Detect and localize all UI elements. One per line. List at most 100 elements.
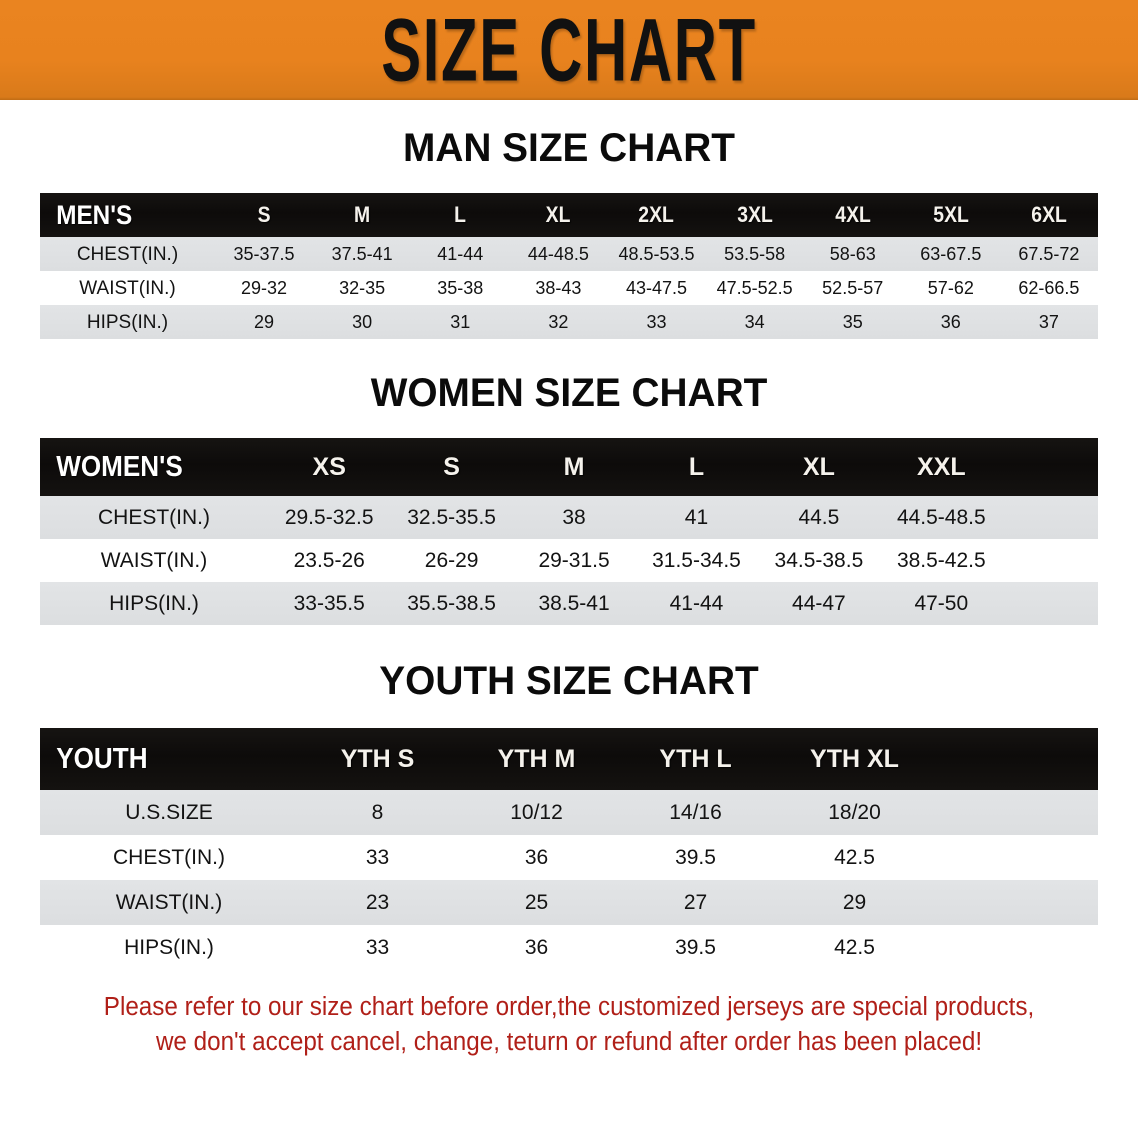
men-size-table: MEN'S S M L XL 2XL 3XL 4XL 5XL 6XL CHEST(IN.) 35-… (40, 193, 1098, 339)
row-label: WAIST(IN.) (79, 277, 176, 299)
table-cell: 23.5-26 (293, 549, 365, 572)
table-cell: 29.5-32.5 (284, 506, 374, 529)
table-cell: 38 (562, 506, 586, 529)
table-cell: 37.5-41 (331, 244, 393, 264)
table-cell: 35-38 (437, 278, 484, 298)
table-cell: 43-47.5 (625, 278, 688, 298)
table-cell: 42.5 (834, 936, 875, 959)
table-cell: 57-62 (927, 278, 974, 298)
row-values: 23.5-26 26-29 29-31.5 31.5-34.5 34.5-38.5 38.… (268, 550, 1098, 571)
size-column-header: XL (546, 202, 571, 227)
table-row: HIPS(IN.) 33-35.5 35.5-38.5 38.5-41 41-44 44-… (40, 582, 1098, 625)
row-label: CHEST(IN.) (113, 846, 225, 869)
table-cell: 27 (683, 891, 708, 914)
table-cell: 8 (371, 801, 384, 824)
size-column-header: M (563, 452, 585, 481)
row-values: 33-35.5 35.5-38.5 38.5-41 41-44 44-47 47-50 (268, 593, 1098, 614)
women-size-table: WOMEN'S XS S M L XL XXL CHEST(IN.) 29.5-32.5 32… (40, 438, 1098, 625)
row-values: 29-32 32-35 35-38 38-43 43-47.5 47.5-52.5 52.5… (215, 279, 1098, 297)
order-disclaimer: Please refer to our size chart before or… (61, 990, 1078, 1060)
table-cell: 44.5-48.5 (896, 506, 986, 529)
men-table-body: CHEST(IN.) 35-37.5 37.5-41 41-44 44-48.5 48.5… (40, 237, 1098, 339)
row-values: 23 25 27 29 (298, 892, 1098, 913)
row-label: U.S.SIZE (125, 801, 213, 824)
section-title-women: WOMEN SIZE CHART (370, 371, 768, 415)
size-column-header: XXL (917, 452, 966, 481)
row-label: HIPS(IN.) (86, 311, 169, 333)
row-label: CHEST(IN.) (76, 243, 179, 265)
size-column-header: XS (312, 452, 346, 481)
table-cell: 18/20 (828, 801, 881, 824)
size-column-header: L (454, 202, 467, 227)
size-column-header: XL (802, 452, 835, 481)
table-cell: 53.5-58 (724, 244, 786, 264)
table-cell: 31 (450, 312, 471, 332)
row-values: 8 10/12 14/16 18/20 (298, 802, 1098, 823)
men-size-columns: S M L XL 2XL 3XL 4XL 5XL 6XL (215, 204, 1098, 226)
table-cell: 33-35.5 (293, 592, 365, 615)
size-column-header: 6XL (1031, 202, 1067, 227)
table-row: U.S.SIZE 8 10/12 14/16 18/20 (40, 790, 1098, 835)
row-values: 29.5-32.5 32.5-35.5 38 41 44.5 44.5-48.5 (268, 507, 1098, 528)
table-cell: 41 (684, 506, 709, 529)
row-values: 35-37.5 37.5-41 41-44 44-48.5 48.5-53.5 53.5-… (215, 245, 1098, 263)
table-row: CHEST(IN.) 29.5-32.5 32.5-35.5 38 41 44.5 44.5… (40, 496, 1098, 539)
row-label: WAIST(IN.) (100, 549, 208, 572)
table-cell: 14/16 (669, 801, 722, 824)
table-cell: 29-31.5 (538, 549, 610, 572)
women-table-header-row: WOMEN'S XS S M L XL XXL (40, 438, 1098, 496)
banner-title: SIZE CHART (381, 0, 757, 100)
table-cell: 32.5-35.5 (407, 506, 496, 529)
table-row: WAIST(IN.) 29-32 32-35 35-38 38-43 43-47.5 47.… (40, 271, 1098, 305)
table-row: WAIST(IN.) 23 25 27 29 (40, 880, 1098, 925)
table-cell: 44-47 (792, 592, 846, 615)
table-cell: 58-63 (829, 244, 876, 264)
disclaimer-line-1: Please refer to our size chart before or… (103, 993, 1035, 1021)
table-cell: 30 (352, 312, 373, 332)
table-cell: 38-43 (535, 278, 582, 298)
table-cell: 47-50 (914, 592, 969, 615)
row-label: HIPS(IN.) (124, 936, 214, 959)
table-cell: 29 (254, 312, 275, 332)
table-cell: 33 (646, 312, 667, 332)
table-cell: 67.5-72 (1018, 244, 1080, 264)
table-cell: 44-48.5 (527, 244, 589, 264)
youth-table-body: U.S.SIZE 8 10/12 14/16 18/20 CHEST(IN.) 33 36 39… (40, 790, 1098, 970)
table-cell: 35-37.5 (233, 244, 295, 264)
table-cell: 38.5-41 (538, 592, 610, 615)
table-row: CHEST(IN.) 35-37.5 37.5-41 41-44 44-48.5 48.5… (40, 237, 1098, 271)
row-values: 33 36 39.5 42.5 (298, 937, 1098, 958)
table-row: HIPS(IN.) 29 30 31 32 33 34 35 36 37 (40, 305, 1098, 339)
disclaimer-line-2: we don't accept cancel, change, teturn o… (155, 1028, 983, 1057)
row-values: 29 30 31 32 33 34 35 36 37 (215, 313, 1098, 331)
table-cell: 39.5 (675, 846, 716, 869)
table-cell: 44.5 (798, 506, 840, 529)
women-header-label: WOMEN'S (56, 450, 183, 483)
table-cell: 31.5-34.5 (652, 549, 741, 572)
table-cell: 29 (842, 891, 867, 914)
size-column-header: S (257, 202, 271, 227)
table-cell: 33 (365, 846, 390, 869)
table-cell: 29-32 (241, 278, 288, 298)
table-cell: 47.5-52.5 (716, 278, 793, 298)
table-cell: 26-29 (424, 549, 479, 572)
table-cell: 35.5-38.5 (407, 592, 496, 615)
table-cell: 32-35 (339, 278, 386, 298)
table-cell: 38.5-42.5 (896, 549, 986, 572)
row-label: CHEST(IN.) (98, 506, 210, 529)
table-cell: 35 (842, 312, 863, 332)
size-column-header: YTH XL (810, 744, 899, 773)
size-column-header: S (443, 452, 460, 481)
youth-table-header-row: YOUTH YTH S YTH M YTH L YTH XL (40, 728, 1098, 790)
page-banner: SIZE CHART (0, 0, 1138, 100)
size-column-header: YTH S (340, 744, 415, 773)
section-title-man: MAN SIZE CHART (403, 126, 735, 170)
table-cell: 33 (365, 936, 390, 959)
table-cell: 41-44 (437, 244, 484, 264)
size-column-header: 5XL (933, 202, 969, 227)
table-cell: 36 (524, 936, 549, 959)
size-column-header: 3XL (736, 202, 773, 227)
table-cell: 10/12 (510, 801, 563, 824)
youth-header-label: YOUTH (56, 742, 148, 775)
